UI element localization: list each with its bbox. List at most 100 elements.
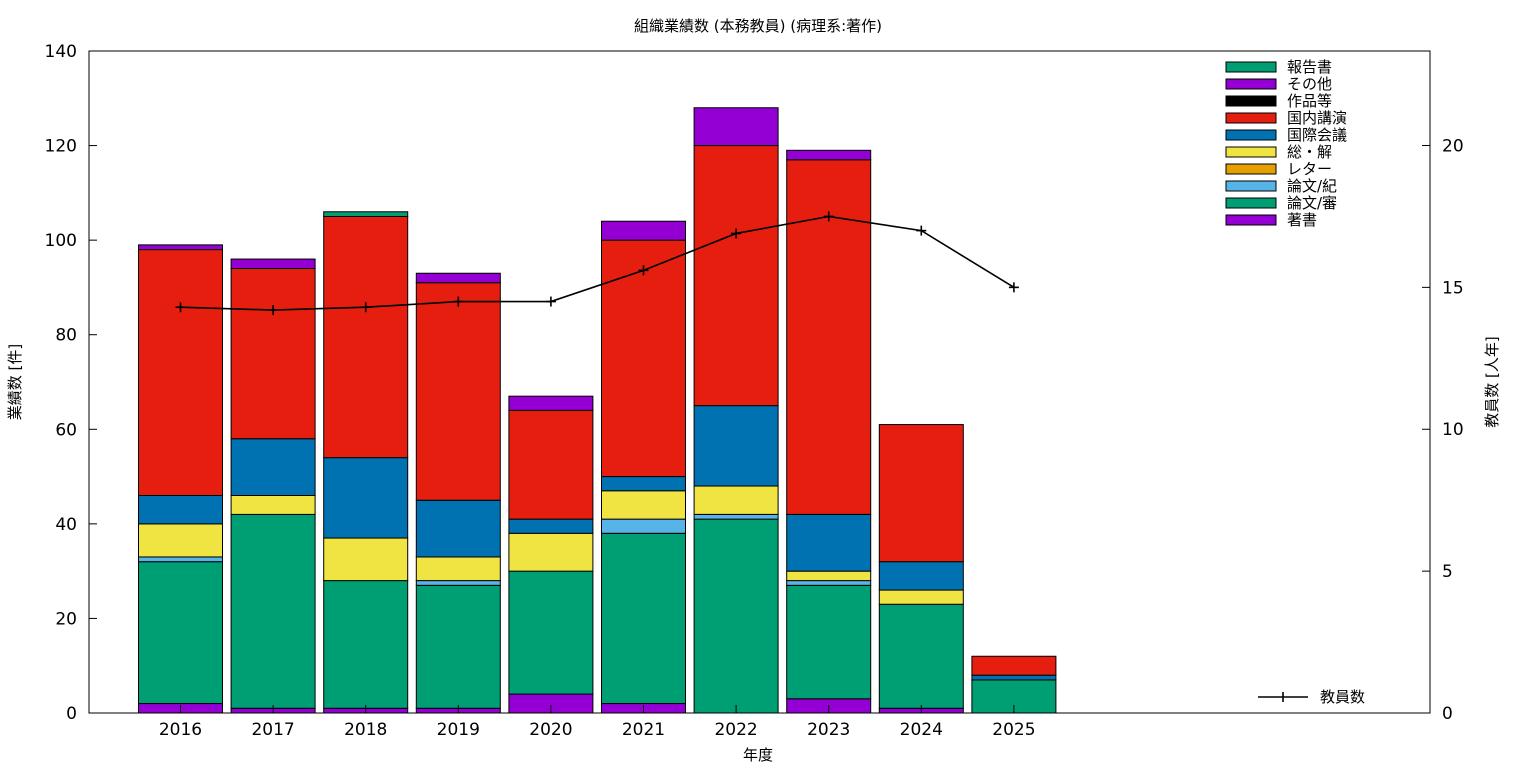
bar-segment [693,513,779,520]
bar-segment [323,211,409,217]
bar-segment [323,537,409,582]
bar-segment [415,580,501,586]
y-tick-label: 120 [45,137,77,157]
bar-segment [415,499,501,558]
bar-segment [138,556,223,563]
line-point [823,211,834,222]
legend-swatch [1225,163,1277,175]
legend-label: 国際会議 [1287,126,1347,144]
y2-axis-label: 教員数 [人年] [1483,336,1501,427]
bar-segment [230,494,316,515]
bar-segment [323,457,409,539]
bar-segment [230,268,316,440]
legend-swatch [1225,78,1277,90]
bar-segment [971,655,1057,676]
x-tick-label: 2022 [714,720,757,740]
bar-segment [601,239,686,478]
bar-segment [508,532,594,572]
bar-segment [415,584,501,709]
y-tick-label: 20 [55,609,77,629]
bar-segment [693,485,779,515]
bar-segment [878,603,964,709]
line-point [916,225,927,236]
x-tick-label: 2025 [992,720,1035,740]
line-point [1008,282,1019,293]
legend-swatch [1225,214,1277,226]
x-tick-label: 2019 [437,720,480,740]
bar-segment [230,513,316,709]
x-tick-label: 2017 [251,720,294,740]
y-axis-label: 業績数 [件] [6,344,24,420]
bar-segment [693,145,779,407]
y-tick-label: 60 [55,420,77,440]
bar-segment [693,405,779,487]
bar-segment [138,561,223,705]
bar-segment [508,409,594,520]
y-tick-label: 40 [55,515,77,535]
y2-tick-label: 5 [1442,562,1453,582]
x-tick-label: 2024 [900,720,943,740]
legend-swatch [1225,95,1277,107]
legend-label: 著書 [1287,211,1317,229]
line-point [731,228,742,239]
line-point [268,305,279,316]
bar-segment [601,220,686,241]
bars-layer [138,107,1057,714]
bar-segment [601,490,686,520]
bar-segment [786,513,872,572]
y2-tick-label: 10 [1442,420,1464,440]
bar-segment [601,532,686,705]
bar-segment [786,570,872,582]
bar-segment [878,589,964,605]
plot-frame [88,50,1431,714]
line-series-path [180,215,1015,311]
chart-title: 組織業績数 (本務教員) (病理系:著作) [634,17,882,35]
bar-segment [230,438,316,496]
bar-segment [786,584,872,700]
bar-segment [601,518,686,534]
x-tick-label: 2021 [622,720,665,740]
legend-label: 論文/紀 [1287,177,1337,195]
y2-tick-label: 20 [1442,136,1464,156]
legend-swatch [1225,197,1277,209]
legend-label: 論文/審 [1287,194,1337,212]
y-tick-label: 100 [45,231,77,251]
legend-label: 作品等 [1287,92,1332,110]
x-tick-label: 2016 [159,720,202,740]
line-point [175,302,186,313]
line-point [545,296,556,307]
legend-swatch [1225,112,1277,124]
bar-segment [415,556,501,582]
line-point [638,265,649,276]
bar-segment [786,149,872,161]
bar-segment [508,518,594,534]
bar-segment [323,580,409,709]
y2-tick-label: 15 [1442,278,1464,298]
legend-label: 報告書 [1287,58,1332,76]
legend-swatch [1225,180,1277,192]
bar-segment [786,580,872,586]
line-point [360,302,371,313]
bar-segment [693,518,779,714]
x-tick-label: 2018 [344,720,387,740]
legend-swatch [1225,129,1277,141]
bar-segment [415,272,501,284]
x-tick-label: 2020 [529,720,572,740]
bar-segment [878,424,964,563]
bar-segment [508,395,594,411]
legend-label: 総・解 [1287,143,1332,161]
bar-segment [971,674,1057,681]
bar-segment [138,249,223,496]
bar-segment [230,258,316,270]
bar-segment [138,523,223,558]
x-tick-label: 2023 [807,720,850,740]
legend-swatch [1225,61,1277,73]
y2-tick-label: 0 [1442,704,1453,724]
line-layer [175,211,1019,316]
legend-label: レター [1287,160,1332,178]
y-tick-label: 0 [66,704,77,724]
x-axis-label: 年度 [743,746,773,764]
bar-segment [601,476,686,492]
bar-segment [878,561,964,591]
